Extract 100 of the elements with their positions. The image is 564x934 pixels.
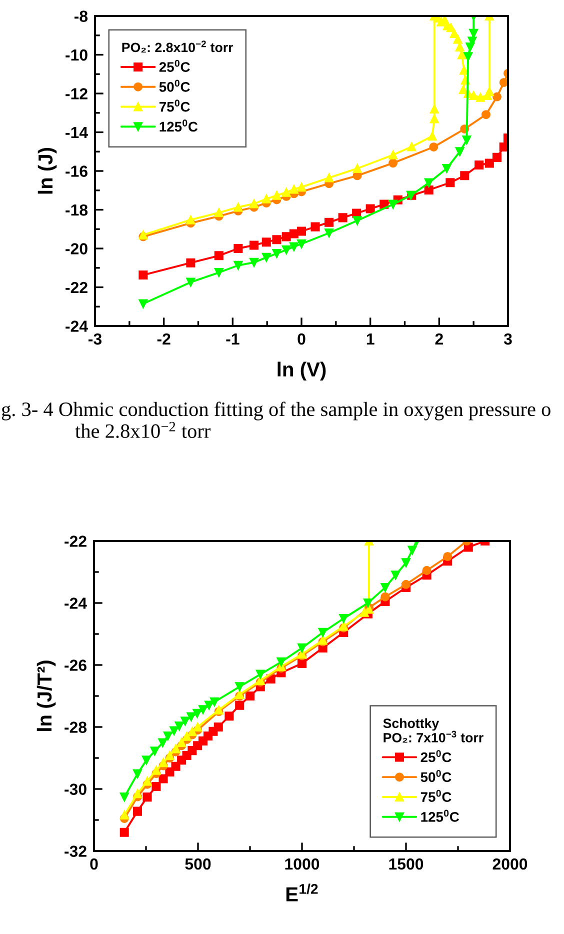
point xyxy=(132,789,142,798)
point xyxy=(120,828,129,837)
point xyxy=(462,135,472,145)
point xyxy=(296,226,306,236)
x-axis-title: ln (V) xyxy=(278,362,326,380)
point xyxy=(138,299,148,308)
point xyxy=(446,178,455,188)
point xyxy=(424,185,434,194)
point xyxy=(339,614,348,624)
point xyxy=(318,628,328,637)
point xyxy=(188,727,197,736)
legend-label: 25$^{0}$C xyxy=(420,750,452,762)
point xyxy=(272,249,282,258)
point xyxy=(165,751,174,760)
point xyxy=(469,28,478,38)
point xyxy=(428,132,437,141)
point xyxy=(407,142,416,152)
x-tick-label: -2 xyxy=(157,333,170,345)
y-tick-label: -32 xyxy=(64,846,86,857)
point xyxy=(455,42,464,52)
point xyxy=(170,726,179,736)
point xyxy=(474,160,484,170)
point xyxy=(289,229,298,238)
y-tick-label: -16 xyxy=(66,166,88,177)
point xyxy=(430,104,439,114)
point xyxy=(429,142,438,152)
y-tick-label: -22 xyxy=(66,282,88,294)
y-axis-title: ln (J) xyxy=(38,148,57,194)
point xyxy=(142,792,152,802)
point xyxy=(210,697,219,706)
y-tick-label: -26 xyxy=(64,660,86,671)
x-tick-label: 2 xyxy=(435,333,443,345)
legend-label: 50$^{0}$C xyxy=(159,80,190,92)
point xyxy=(120,810,129,820)
point xyxy=(424,178,434,188)
x-axis-title: E$^{1/2}$ xyxy=(286,884,318,902)
point xyxy=(142,776,152,786)
point xyxy=(296,182,306,192)
point xyxy=(214,251,224,260)
x-tick-label: 1000 xyxy=(285,858,320,870)
y-tick-label: -24 xyxy=(66,320,88,332)
point xyxy=(152,766,161,775)
point xyxy=(282,188,291,197)
point xyxy=(289,184,298,194)
y-axis-title: ln (J/T²) xyxy=(36,660,56,731)
point xyxy=(132,769,142,778)
legend-label: 125$^{0}$C xyxy=(160,120,198,132)
y-tick-label: -8 xyxy=(74,10,88,22)
x-tick-label: -3 xyxy=(88,333,102,345)
point xyxy=(401,580,411,589)
x-tick-label: 500 xyxy=(185,858,211,870)
x-tick-label: 1 xyxy=(366,334,374,345)
point xyxy=(186,712,196,722)
y-tick-label: -22 xyxy=(64,536,86,547)
point xyxy=(158,774,168,784)
point xyxy=(256,670,265,679)
point xyxy=(262,252,271,262)
point xyxy=(388,158,398,168)
y-tick-label: -30 xyxy=(64,784,86,795)
point xyxy=(186,278,196,287)
point xyxy=(363,598,372,608)
point xyxy=(380,592,390,602)
point xyxy=(186,215,196,224)
point xyxy=(198,705,208,714)
point xyxy=(186,258,196,268)
legend-label: 25$^{0}$C xyxy=(159,60,190,72)
point xyxy=(158,758,168,768)
legend-title: PO₂: 2.8x10$^{−2}$ torr xyxy=(122,40,234,52)
point xyxy=(138,270,148,280)
point xyxy=(401,558,411,568)
point xyxy=(289,242,298,252)
point xyxy=(443,552,452,562)
point xyxy=(163,731,172,741)
point xyxy=(142,756,151,765)
point xyxy=(282,245,291,254)
point xyxy=(380,582,390,592)
point xyxy=(234,260,243,270)
point xyxy=(484,158,494,168)
point xyxy=(152,782,161,792)
point xyxy=(442,164,452,173)
legend-label: 75$^{0}$C xyxy=(159,100,190,112)
point xyxy=(481,110,490,120)
point xyxy=(224,712,234,721)
point xyxy=(455,147,464,156)
x-tick-label: -1 xyxy=(226,334,240,345)
point xyxy=(120,792,129,802)
point xyxy=(324,228,334,238)
point xyxy=(234,244,243,254)
legend-label: 75$^{0}$C xyxy=(420,790,452,802)
point xyxy=(249,258,259,267)
point xyxy=(352,164,362,173)
point xyxy=(272,190,282,200)
point xyxy=(174,722,184,731)
point xyxy=(492,152,502,162)
point xyxy=(235,700,244,710)
point xyxy=(171,762,180,771)
point xyxy=(338,213,348,222)
y-tick-label: -18 xyxy=(66,204,88,216)
point xyxy=(180,716,190,726)
y-tick-label: -24 xyxy=(64,598,87,609)
